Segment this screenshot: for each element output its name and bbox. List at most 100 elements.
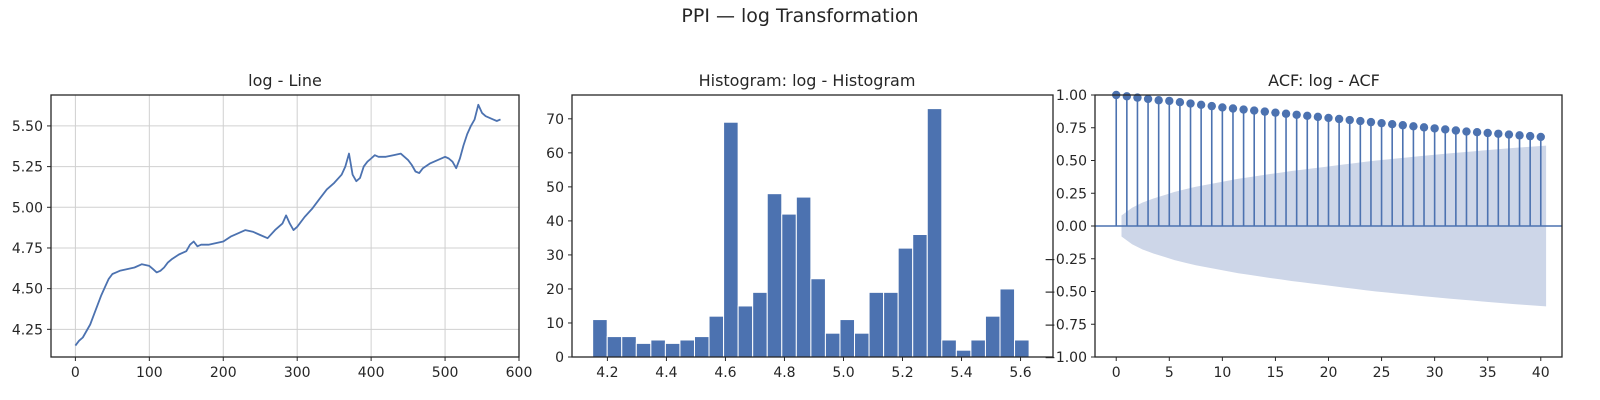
acf-y-tick-label: −0.75	[1044, 317, 1087, 333]
acf-marker	[1472, 128, 1482, 137]
acf-marker	[1218, 103, 1227, 112]
acf-marker	[1387, 120, 1397, 129]
acf-x-tick-label: 5	[1165, 365, 1174, 381]
line-chart-x-tick-label: 0	[71, 365, 80, 381]
acf-marker	[1525, 131, 1535, 141]
line-chart-y-tick-label: 5.00	[12, 200, 43, 216]
acf-y-tick-label: −0.25	[1044, 252, 1087, 268]
acf-y-tick-label: −0.50	[1044, 285, 1087, 301]
figure-title: PPI — log Transformation	[681, 5, 918, 27]
histogram-x-tick-label: 5.2	[891, 365, 913, 381]
acf-y-tick-label: 1.00	[1056, 88, 1087, 104]
histogram-y-tick-label: 70	[546, 112, 564, 128]
acf-marker	[1504, 130, 1514, 139]
histogram-frame	[571, 94, 1054, 358]
acf-x-tick-label: 10	[1213, 365, 1231, 381]
acf-x-tick-label: 0	[1112, 365, 1121, 381]
histogram-bar	[854, 332, 870, 358]
histogram-bar	[592, 319, 608, 358]
histogram-x-tick-label: 4.8	[773, 365, 795, 381]
acf-marker	[1196, 100, 1206, 110]
acf-x-tick-label: 35	[1479, 365, 1497, 381]
histogram-x-tick-label: 5.0	[832, 365, 854, 381]
acf-marker	[1451, 126, 1461, 135]
line-chart-x-tick-label: 200	[210, 365, 237, 381]
histogram-panel: Histogram: log - Histogram 4.2 4.4 4.6 4.8 5…	[546, 71, 1054, 381]
acf-x-tick-label: 30	[1426, 365, 1444, 381]
histogram-bar	[795, 196, 812, 358]
histogram-x-tick-label: 4.2	[596, 365, 618, 381]
acf-marker	[1430, 124, 1439, 133]
acf-marker	[1515, 131, 1524, 140]
acf-marker	[1483, 128, 1492, 138]
acf-y-tick-label: −1.00	[1044, 350, 1087, 366]
acf-marker	[1345, 115, 1354, 125]
histogram-bar	[621, 336, 637, 358]
acf-marker	[1441, 125, 1450, 134]
histogram-y-tick-label: 40	[546, 214, 564, 230]
histogram-bar	[839, 319, 856, 358]
acf-marker	[1143, 94, 1153, 104]
line-chart-panel: log - Line 0 100 200 300 400 500 600 4.25 4.50 4.…	[12, 71, 533, 381]
acf-marker	[1494, 129, 1503, 138]
histogram-bar	[999, 288, 1016, 358]
acf-marker	[1377, 118, 1386, 128]
histogram-bar	[781, 213, 797, 358]
line-chart-frame	[50, 94, 520, 358]
line-chart-y-tick-label: 5.25	[12, 160, 43, 176]
histogram-bar	[752, 291, 768, 358]
acf-x-tick-label: 40	[1532, 365, 1550, 381]
histogram-bar	[635, 342, 652, 358]
histogram-bar	[723, 121, 739, 358]
histogram-bar	[708, 315, 725, 358]
line-chart-x-tick-label: 600	[506, 365, 533, 381]
histogram-y-tick-label: 60	[546, 146, 564, 162]
histogram-y-tick-label: 20	[546, 282, 564, 298]
histogram-bar	[606, 336, 623, 358]
histogram-bar	[1014, 339, 1030, 358]
histogram-y-tick-label: 0	[555, 350, 564, 366]
acf-y-tick-label: 0.00	[1056, 219, 1087, 235]
acf-panel: ACF: log - ACF 0 5 10 15 20 25 30 35 40 −1.00 −0.7…	[1044, 71, 1563, 381]
line-chart-x-tick-label: 400	[358, 365, 385, 381]
line-chart-x-tick-label: 100	[136, 365, 163, 381]
acf-marker	[1165, 96, 1174, 106]
acf-x-tick-label: 15	[1267, 365, 1285, 381]
line-series	[74, 103, 501, 347]
acf-marker	[1409, 122, 1418, 131]
histogram-title: Histogram: log - Histogram	[699, 71, 916, 90]
line-chart-y-tick-label: 4.25	[12, 322, 43, 338]
line-chart-x-tick-label: 300	[284, 365, 311, 381]
acf-marker	[1398, 121, 1407, 130]
histogram-y-tick-label: 50	[546, 180, 564, 196]
acf-marker	[1260, 107, 1270, 116]
acf-marker	[1303, 111, 1312, 121]
acf-marker	[1313, 112, 1323, 122]
histogram-bar	[897, 247, 914, 358]
acf-marker	[1536, 132, 1545, 142]
histogram-x-tick-label: 5.6	[1009, 365, 1031, 381]
histogram-bar	[883, 291, 899, 358]
histogram-x-tick-label: 4.4	[655, 365, 677, 381]
acf-marker	[1186, 99, 1195, 108]
acf-marker	[1356, 116, 1365, 126]
histogram-bar	[737, 305, 754, 358]
acf-marker	[1175, 98, 1185, 107]
histogram-bar	[926, 108, 943, 358]
acf-marker	[1281, 109, 1291, 118]
histogram-bar	[810, 278, 826, 358]
acf-marker	[1334, 114, 1344, 124]
acf-marker	[1292, 110, 1301, 119]
acf-marker	[1366, 117, 1376, 127]
acf-marker	[1239, 105, 1248, 114]
line-chart-y-tick-label: 4.75	[12, 241, 43, 257]
acf-y-tick-label: 0.75	[1056, 121, 1087, 137]
histogram-bar	[824, 332, 841, 358]
acf-marker	[1250, 106, 1259, 115]
histogram-bar	[941, 339, 957, 358]
acf-marker	[1122, 92, 1132, 101]
acf-x-tick-label: 20	[1320, 365, 1338, 381]
histogram-bar	[955, 349, 972, 358]
histogram-y-tick-label: 10	[546, 316, 564, 332]
